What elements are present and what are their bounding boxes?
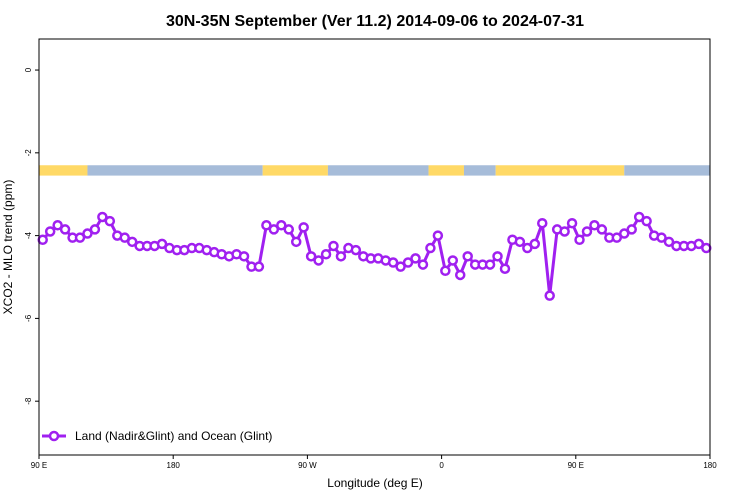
data-point xyxy=(626,224,637,235)
data-point xyxy=(566,217,578,229)
data-point xyxy=(328,240,339,252)
legend: Land (Nadir&Glint) and Ocean (Glint) xyxy=(42,429,272,443)
x-axis: 90 E 180 90 W 0 90 E 180 xyxy=(31,455,717,470)
x-tick-label: 90 E xyxy=(568,461,584,470)
legend-label: Land (Nadir&Glint) and Ocean (Glint) xyxy=(75,429,272,443)
legend-marker-sample xyxy=(48,430,60,442)
data-point xyxy=(462,251,473,262)
strip-segment-land-4 xyxy=(428,165,464,176)
data-point xyxy=(492,251,503,262)
strip-segment-ocean-7 xyxy=(624,165,710,176)
x-tick-label: 180 xyxy=(703,461,717,470)
data-point xyxy=(126,236,138,248)
data-point xyxy=(320,248,332,260)
data-point xyxy=(522,242,533,254)
data-point xyxy=(335,251,347,262)
strip-segment-ocean-1 xyxy=(87,165,263,176)
data-point xyxy=(619,228,630,239)
data-point xyxy=(97,211,108,223)
data-point xyxy=(425,242,436,254)
data-point xyxy=(589,220,600,231)
data-point xyxy=(514,236,526,248)
y-axis: 0 -2 -4 -6 -8 xyxy=(24,67,39,405)
data-point xyxy=(89,224,101,235)
surface-strip xyxy=(39,165,710,176)
data-point xyxy=(484,259,496,270)
data-point xyxy=(417,259,429,270)
data-point xyxy=(238,251,250,262)
data-point xyxy=(350,244,362,256)
data-point xyxy=(440,265,451,277)
x-tick-label: 90 W xyxy=(298,461,317,470)
data-point xyxy=(529,238,541,250)
data-point xyxy=(52,220,63,231)
data-point xyxy=(693,238,705,250)
chart-title: 30N-35N September (Ver 11.2) 2014-09-06 … xyxy=(166,13,584,30)
x-tick-label: 0 xyxy=(439,461,444,470)
data-point xyxy=(276,220,287,231)
data-point xyxy=(559,226,570,237)
data-point xyxy=(574,234,585,246)
plot-frame xyxy=(38,38,711,456)
data-point xyxy=(402,257,414,268)
data-point xyxy=(119,232,130,243)
data-point xyxy=(313,255,324,266)
data-point xyxy=(701,242,712,254)
y-axis-label: XCO2 - MLO trend (ppm) xyxy=(1,180,15,315)
data-point xyxy=(156,238,168,250)
data-point xyxy=(74,232,86,243)
strip-segment-ocean-5 xyxy=(463,165,496,176)
strip-segment-ocean-3 xyxy=(327,165,429,176)
data-point xyxy=(641,215,652,227)
strip-segment-land-0 xyxy=(39,165,88,176)
data-point xyxy=(499,263,511,274)
series-layer xyxy=(37,211,712,301)
data-point xyxy=(611,232,623,243)
x-tick-label: 180 xyxy=(167,461,181,470)
data-point xyxy=(283,224,295,235)
data-point xyxy=(298,222,309,233)
data-point xyxy=(305,251,317,262)
data-point xyxy=(633,211,645,223)
data-point xyxy=(656,232,667,243)
data-point xyxy=(581,226,593,237)
data-point xyxy=(544,290,555,301)
x-tick-label: 90 E xyxy=(31,461,47,470)
y-tick-label: 0 xyxy=(24,67,33,72)
y-tick-label: -2 xyxy=(24,149,33,157)
data-point xyxy=(104,215,116,227)
data-point xyxy=(596,224,608,235)
data-point xyxy=(37,234,48,246)
data-point xyxy=(253,261,265,272)
y-tick-label: -4 xyxy=(24,232,33,240)
data-point xyxy=(82,228,93,239)
data-point xyxy=(387,257,399,268)
x-axis-label: Longitude (deg E) xyxy=(327,476,422,490)
y-tick-label: -8 xyxy=(24,397,33,405)
data-point xyxy=(59,224,71,235)
data-point xyxy=(290,236,302,248)
data-point xyxy=(410,253,421,264)
data-point xyxy=(454,269,466,281)
data-point xyxy=(663,236,675,248)
data-point xyxy=(268,224,280,235)
data-point xyxy=(44,226,56,237)
y-tick-label: -6 xyxy=(24,314,33,322)
strip-segment-land-2 xyxy=(262,165,328,176)
data-point xyxy=(447,255,459,266)
data-point xyxy=(395,261,406,272)
strip-segment-land-6 xyxy=(495,165,625,176)
data-point xyxy=(537,217,548,229)
data-point xyxy=(261,220,272,231)
data-point xyxy=(432,230,444,241)
